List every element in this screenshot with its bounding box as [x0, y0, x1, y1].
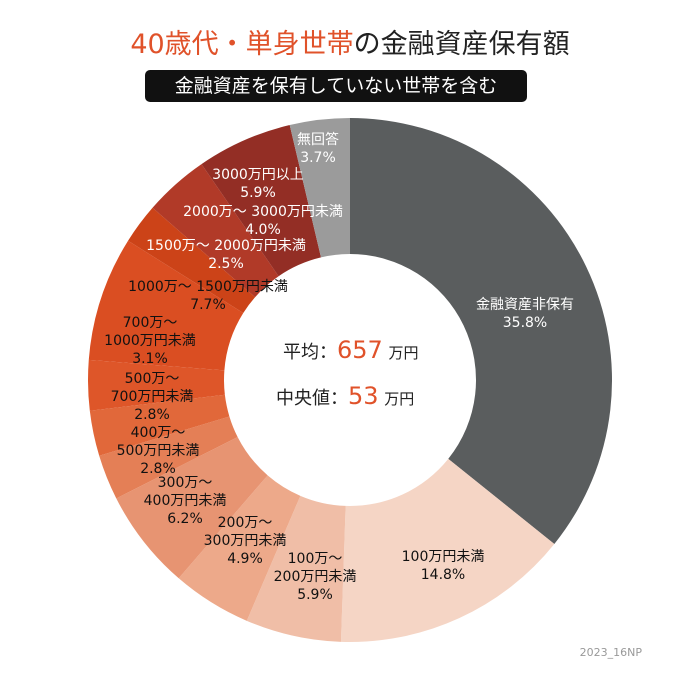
- slice-label-1: 100万円未満 14.8%: [402, 549, 485, 583]
- slice-label-6: 500万〜 700万円未満 2.8%: [111, 371, 194, 423]
- slice-category-label: 300万円未満: [204, 533, 287, 549]
- slice-category-label: 無回答: [297, 131, 339, 148]
- slice-value-label: 3.7%: [300, 150, 336, 166]
- mean-label: 平均：: [283, 342, 337, 363]
- slice-4: [116, 436, 268, 579]
- slice-5: [99, 416, 238, 499]
- slice-category-label: 3000万円以上: [212, 167, 304, 183]
- median-stat: 中央値：53 万円: [276, 382, 414, 410]
- slice-value-label: 4.9%: [227, 551, 263, 567]
- slice-7: [87, 359, 225, 411]
- slice-label-11: 3000万円以上 5.9%: [212, 167, 304, 201]
- slice-label-5: 400万〜 500万円未満 2.8%: [117, 425, 200, 477]
- slice-category-label: 200万円未満: [274, 569, 357, 585]
- slice-category-label: 500万〜: [125, 371, 180, 387]
- slice-value-label: 2.5%: [208, 256, 244, 272]
- slice-11: [201, 125, 321, 277]
- title-highlight: 40歳代・単身世帯: [130, 29, 354, 60]
- slice-category-label: 1500万〜 2000万円未満: [146, 238, 306, 254]
- slice-10: [152, 164, 279, 298]
- slice-2: [246, 495, 346, 642]
- mean-unit: 万円: [388, 344, 419, 362]
- mean-value: 657: [337, 336, 383, 364]
- median-value: 53: [348, 382, 379, 410]
- slice-category-label: 200万〜: [218, 515, 273, 531]
- slice-category-label: 700万〜: [123, 315, 178, 331]
- slice-label-12: 無回答 3.7%: [297, 131, 339, 166]
- slice-9: [128, 207, 256, 314]
- slice-value-label: 3.1%: [132, 351, 168, 367]
- slice-label-8: 1000万〜 1500万円未満 7.7%: [128, 279, 288, 313]
- slice-label-0: 金融資産非保有 35.8%: [476, 297, 574, 331]
- slice-label-2: 100万〜 200万円未満 5.9%: [274, 551, 357, 603]
- slice-value-label: 6.2%: [167, 511, 203, 527]
- slice-label-7: 700万〜 1000万円未満 3.1%: [104, 315, 196, 367]
- slice-0: [350, 118, 612, 544]
- slice-value-label: 5.9%: [297, 587, 333, 603]
- slice-6: [89, 394, 230, 456]
- slice-category-label: 100万〜: [288, 551, 343, 567]
- mean-stat: 平均：657 万円: [283, 336, 419, 364]
- slice-value-label: 5.9%: [240, 185, 276, 201]
- slice-category-label: 400万円未満: [144, 493, 227, 509]
- footer-code: 2023_16NP: [579, 646, 642, 659]
- median-unit: 万円: [384, 390, 415, 408]
- slice-label-3: 200万〜 300万円未満 4.9%: [204, 515, 287, 567]
- slice-category-label: 2000万〜 3000万円未満: [183, 204, 343, 220]
- slice-value-label: 7.7%: [190, 297, 226, 313]
- median-label: 中央値：: [276, 388, 348, 409]
- slice-value-label: 2.8%: [140, 461, 176, 477]
- slice-category-label: 100万円未満: [402, 549, 485, 565]
- chart-subtitle: 金融資産を保有していない世帯を含む: [145, 70, 527, 102]
- slice-value-label: 14.8%: [421, 567, 465, 583]
- slice-label-4: 300万〜 400万円未満 6.2%: [144, 475, 227, 527]
- slice-value-label: 35.8%: [503, 315, 547, 331]
- slice-1: [340, 458, 555, 642]
- slice-value-label: 2.8%: [134, 407, 170, 423]
- chart-title: 40歳代・単身世帯の金融資産保有額: [0, 22, 700, 61]
- slice-label-10: 2000万〜 3000万円未満 4.0%: [183, 204, 343, 238]
- slice-category-label: 300万〜: [158, 475, 213, 491]
- slice-8: [88, 240, 244, 371]
- slice-category-label: 500万円未満: [117, 443, 200, 459]
- slice-category-label: 400万〜: [131, 425, 186, 441]
- slice-3: [178, 475, 301, 621]
- slice-category-label: 700万円未満: [111, 389, 194, 405]
- slice-label-9: 1500万〜 2000万円未満 2.5%: [146, 238, 306, 272]
- slice-category-label: 1000万円未満: [104, 333, 196, 349]
- slice-value-label: 4.0%: [245, 222, 281, 238]
- slice-12: [289, 118, 350, 258]
- slice-category-label: 1000万〜 1500万円未満: [128, 279, 288, 295]
- title-rest: の金融資産保有額: [353, 29, 570, 60]
- slice-category-label: 金融資産非保有: [476, 297, 574, 313]
